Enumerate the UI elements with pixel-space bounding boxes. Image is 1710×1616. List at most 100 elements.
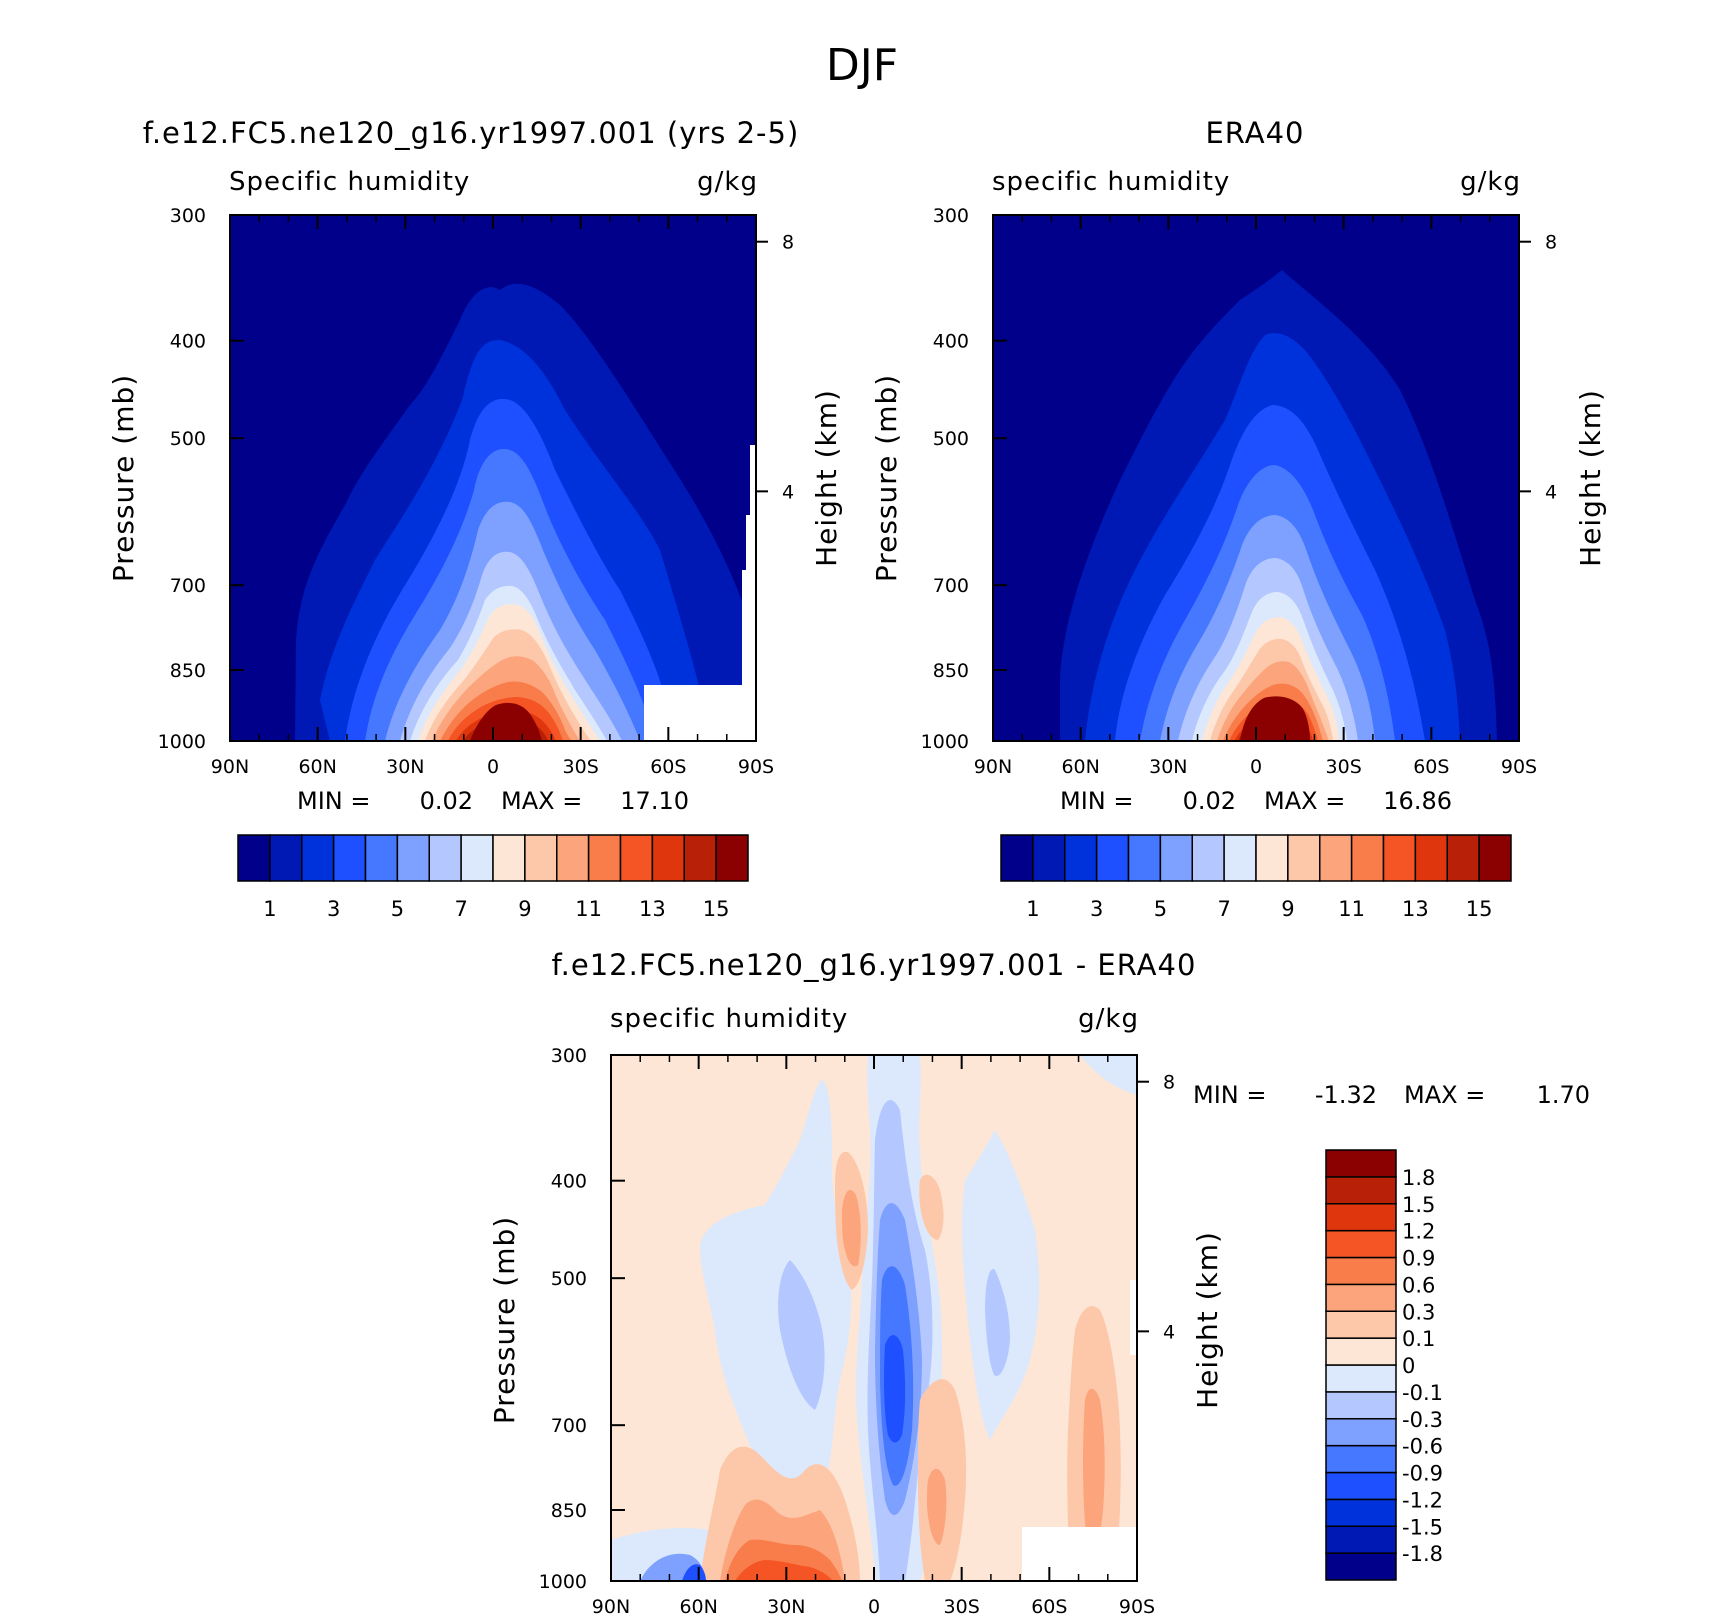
contour-field	[230, 215, 756, 741]
neg-medium-southern	[985, 1269, 1010, 1376]
colorbar-label: 5	[1154, 897, 1167, 921]
level-16	[470, 702, 542, 741]
y2-axis-label: Height (km)	[1191, 1231, 1224, 1409]
axes: 90N 60N 30N 0 30S 60S 90S 300 400 500 700 850 1000 8 4	[539, 1045, 1175, 1616]
colorbar-swatch	[301, 834, 335, 882]
pos-medium-northern-upper	[842, 1190, 861, 1267]
y-tick-label: 500	[551, 1268, 587, 1290]
y-tick-label: 1000	[158, 731, 206, 753]
min-value: -1.32	[1315, 1081, 1377, 1109]
colorbar-swatch	[1325, 1203, 1397, 1232]
colorbar: 1.81.51.20.90.60.30.10-0.1-0.3-0.6-0.9-1…	[1325, 1149, 1443, 1581]
y-tick-label: 850	[933, 660, 969, 682]
colorbar-swatch	[1287, 834, 1321, 882]
colorbar-label: 3	[327, 897, 340, 921]
colorbar-swatch	[1319, 834, 1353, 882]
colorbar-swatch	[1325, 1391, 1397, 1420]
colorbar-label: -1.5	[1402, 1515, 1443, 1539]
y-tick-label: 400	[933, 331, 969, 353]
colorbar-swatch	[332, 834, 367, 882]
colorbar-swatch	[1325, 1552, 1397, 1581]
y-tick-label: 400	[170, 331, 206, 353]
colorbar-swatch	[1223, 834, 1257, 882]
colorbar-swatch	[587, 834, 622, 882]
variable-label: specific humidity	[992, 167, 1230, 197]
x-tick-label: 60N	[1061, 756, 1099, 778]
colorbar-swatch	[1382, 834, 1417, 882]
y-tick-label: 1000	[539, 1571, 587, 1593]
colorbar-label: 15	[1466, 897, 1493, 921]
colorbar-swatch	[1000, 834, 1034, 882]
x-tick-label: 30N	[767, 1596, 805, 1616]
pos-medium-high-south	[1083, 1388, 1105, 1560]
panel-title: ERA40	[1205, 116, 1304, 150]
colorbar-label: 1.5	[1402, 1193, 1435, 1217]
colorbar: 1 3 5 7 9 11 13 15	[237, 834, 749, 921]
x-tick-label: 60N	[298, 756, 336, 778]
min-label: MIN =	[1060, 787, 1133, 815]
y-tick-label: 700	[933, 575, 969, 597]
colorbar-swatch	[1064, 834, 1098, 882]
y-tick-label: 400	[551, 1171, 587, 1193]
y-tick-label: 500	[170, 428, 206, 450]
panel-title: f.e12.FC5.ne120_g16.yr1997.001 (yrs 2-5)	[143, 116, 800, 150]
y2-tick-label: 4	[1163, 1321, 1175, 1343]
y-tick-label: 1000	[921, 731, 969, 753]
colorbar-label: -1.8	[1402, 1542, 1443, 1566]
units-label: g/kg	[1078, 1004, 1139, 1034]
contour-field	[611, 1055, 1137, 1581]
min-value: 0.02	[420, 787, 473, 815]
variable-label: specific humidity	[610, 1004, 848, 1034]
y-tick-label: 850	[170, 660, 206, 682]
x-tick-label: 60S	[1031, 1596, 1067, 1616]
colorbar-swatch	[364, 834, 399, 882]
colorbar-swatch	[1159, 834, 1193, 882]
x-tick-label: 90S	[1501, 756, 1537, 778]
max-label: MAX =	[501, 787, 582, 815]
colorbar-swatch	[1325, 1337, 1397, 1366]
max-value: 17.10	[620, 787, 689, 815]
colorbar-swatch	[237, 834, 271, 882]
colorbar-label: -0.9	[1402, 1462, 1443, 1486]
y-tick-label: 700	[170, 575, 206, 597]
colorbar-label: 0.6	[1402, 1273, 1435, 1297]
colorbar-swatch	[1325, 1364, 1397, 1393]
y2-tick-label: 4	[782, 481, 794, 503]
y-tick-label: 300	[551, 1045, 587, 1067]
colorbar-label: 1	[263, 897, 276, 921]
colorbar-label: -1.2	[1402, 1488, 1443, 1512]
colorbar-swatch	[1325, 1149, 1397, 1178]
units-label: g/kg	[1460, 167, 1521, 197]
colorbar: 1 3 5 7 9 11 13 15	[1000, 834, 1512, 921]
colorbar-label: 11	[1338, 897, 1365, 921]
colorbar-swatch	[683, 834, 717, 882]
y2-axis-label: Height (km)	[1574, 389, 1607, 567]
colorbar-label: 0.1	[1402, 1327, 1435, 1351]
x-tick-label: 90N	[974, 756, 1012, 778]
colorbar-swatch	[428, 834, 462, 882]
colorbar-swatch	[1350, 834, 1385, 882]
colorbar-swatch	[1325, 1176, 1397, 1205]
y2-tick-label: 8	[1545, 232, 1557, 254]
neg-medium-northern	[778, 1260, 825, 1410]
colorbar-swatch	[1325, 1525, 1397, 1554]
axes: 90N 60N 30N 0 30S 60S 90S 300 400 500 700 850 1000 8 4	[158, 205, 794, 778]
colorbar-swatch	[1325, 1283, 1397, 1312]
axes: 90N 60N 30N 0 30S 60S 90S 300 400 500 700 850 1000 8 4	[921, 205, 1557, 778]
missing-data-edge	[1130, 1280, 1137, 1355]
x-tick-label: 90S	[1119, 1596, 1155, 1616]
y-axis-label: Pressure (mb)	[870, 374, 903, 582]
y-axis-label: Pressure (mb)	[107, 374, 140, 582]
colorbar-label: 15	[703, 897, 730, 921]
colorbar-swatch	[269, 834, 303, 882]
colorbar-label: 1.2	[1402, 1220, 1435, 1244]
y-tick-label: 500	[933, 428, 969, 450]
contour-field	[993, 215, 1519, 741]
x-tick-label: 30N	[1149, 756, 1187, 778]
missing-data-edge	[742, 445, 756, 685]
colorbar-label: 0	[1402, 1354, 1415, 1378]
colorbar-swatch	[396, 834, 430, 882]
colorbar-swatch	[1325, 1256, 1397, 1286]
panel-difference: f.e12.FC5.ne120_g16.yr1997.001 - ERA40 s…	[488, 948, 1590, 1616]
x-tick-label: 30S	[1326, 756, 1362, 778]
